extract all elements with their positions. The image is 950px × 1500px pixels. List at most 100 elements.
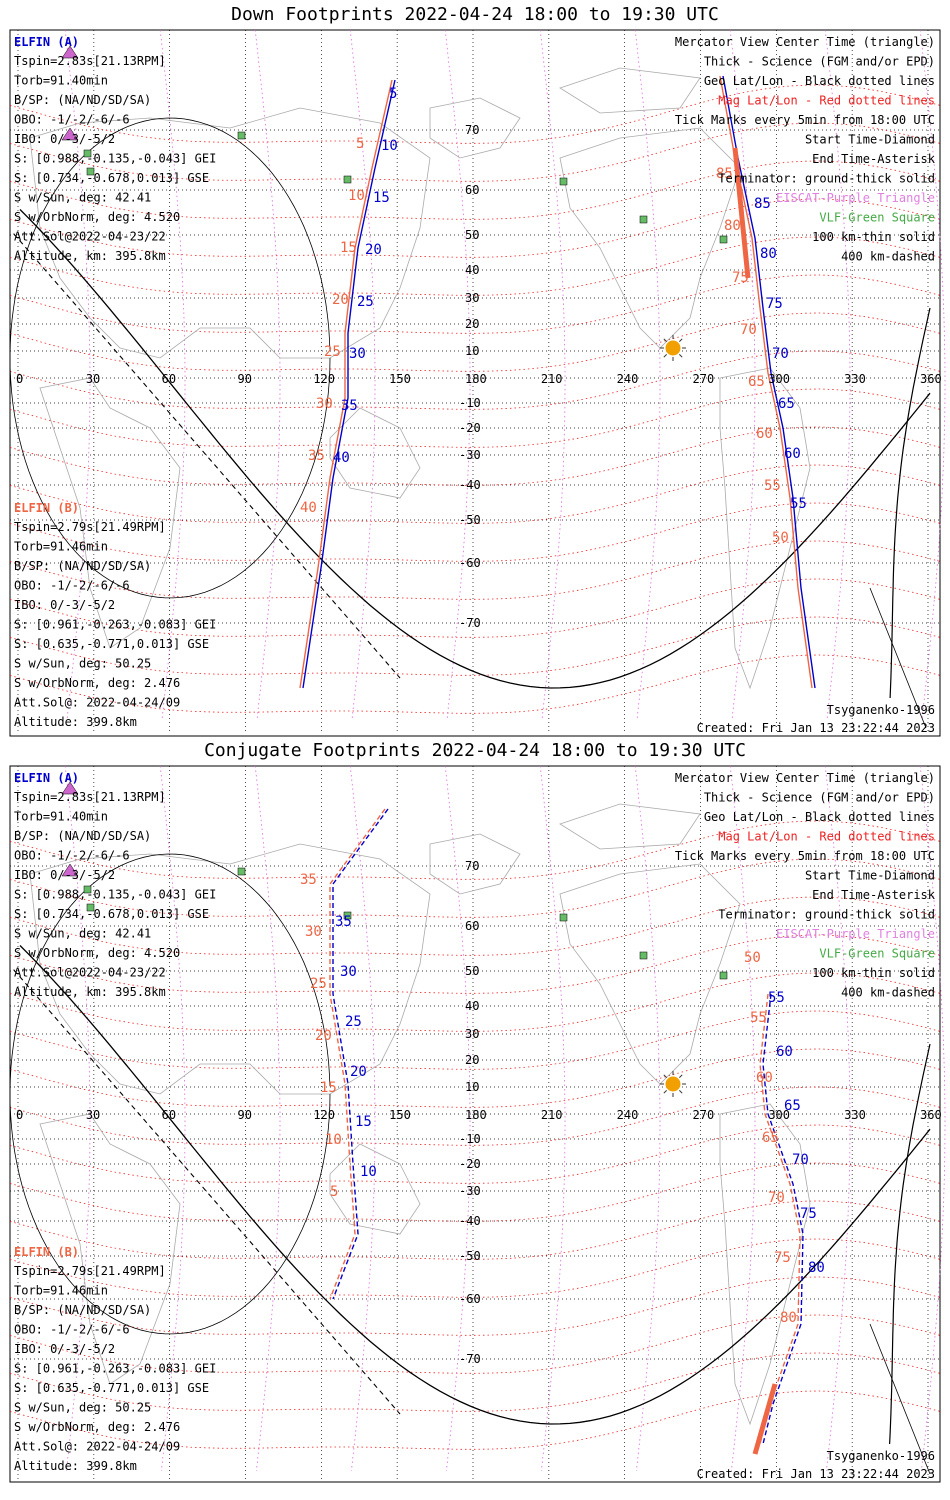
elfin-a-info: S w/OrbNorm, deg: 4.520 <box>14 210 180 224</box>
elfin-a-tick-label-east: 80 <box>808 1260 825 1276</box>
vlf-square <box>719 971 728 980</box>
lon-tick-label: 300 <box>768 372 790 386</box>
legend-item: Start Time-Diamond <box>805 869 935 883</box>
elfin-a-info: S w/OrbNorm, deg: 4.520 <box>14 946 180 960</box>
elfin-a-info: Altitude, km: 395.8km <box>14 985 166 999</box>
lon-tick-label: 120 <box>313 372 335 386</box>
elfin-b-tick-label: 15 <box>320 1080 337 1096</box>
mag-parallel <box>9 972 941 1032</box>
panel-title-down: Down Footprints 2022-04-24 18:00 to 19:3… <box>231 4 719 25</box>
lat-tick-label: -10 <box>459 1132 481 1146</box>
legend-item: Terminator: ground-thick solid <box>718 172 935 186</box>
elfin-b-info: IBO: 0/-3/-5/2 <box>14 598 115 612</box>
elfin-a-tick-label-east: 60 <box>784 446 801 462</box>
created-timestamp: Created: Fri Jan 13 23:22:44 2023 <box>697 721 935 735</box>
elfin-a-tick-label-east: 70 <box>792 1152 809 1168</box>
eiscat-triangle <box>61 127 79 141</box>
mag-parallel <box>9 1010 941 1070</box>
mag-parallel <box>9 1086 941 1146</box>
elfin-b-title: ELFIN (B) <box>14 501 79 515</box>
elfin-a-tick-label-east: 55 <box>790 496 807 512</box>
lon-tick-label: 240 <box>617 1108 639 1122</box>
vlf-square <box>237 131 246 140</box>
sun-ray <box>663 1090 667 1094</box>
legend-item: Geo Lat/Lon - Black dotted lines <box>704 810 935 824</box>
map-panel-conjugate: 3530252015103530252015105556065707580505… <box>9 765 946 1483</box>
terminator-ground <box>19 209 931 689</box>
elfin-b-tick-label: 30 <box>316 396 333 412</box>
elfin-b-info: Altitude: 399.8km <box>14 1459 137 1473</box>
elfin-a-info: Altitude, km: 395.8km <box>14 249 166 263</box>
elfin-b-tick-label: 40 <box>300 500 317 516</box>
lat-tick-label: -10 <box>459 396 481 410</box>
elfin-a-tick-label-east: 60 <box>776 1044 793 1060</box>
science-segment <box>732 147 751 279</box>
elfin-b-info: S: [0.635,-0.771,0.013] GSE <box>14 637 209 651</box>
elfin-a-tick-label: 30 <box>340 964 357 980</box>
vlf-square <box>86 167 95 176</box>
mag-parallel <box>9 1352 941 1412</box>
coastline <box>559 863 741 1085</box>
mag-grid <box>9 765 946 1472</box>
mag-parallel <box>9 1048 941 1108</box>
elfin-b-info: Tspin=2.79s[21.49RPM] <box>14 520 166 534</box>
map-frame <box>9 765 941 1483</box>
eiscat-triangle <box>61 781 79 795</box>
lon-tick-label: 330 <box>844 1108 866 1122</box>
mag-meridian <box>729 29 756 721</box>
legend-item: Terminator: ground-thick solid <box>718 908 935 922</box>
lat-tick-label: -50 <box>459 1249 481 1263</box>
elfin-a-tick-label: 10 <box>381 138 398 154</box>
sun-ray <box>679 1074 683 1078</box>
sun-ray <box>679 338 683 342</box>
elfin-a-info: S: [0.734,-0.678,0.013] GSE <box>14 907 209 921</box>
elfin-a-info: B/SP: (NA/ND/SD/SA) <box>14 829 151 843</box>
elfin-b-tick-label-east: 70 <box>740 322 757 338</box>
mag-parallel <box>9 160 941 220</box>
elfin-a-info: Tspin=2.83s[21.13RPM] <box>14 790 166 804</box>
lat-tick-label: -20 <box>459 421 481 435</box>
elfin-a-tick-label-east: 75 <box>800 1206 817 1222</box>
vlf-square <box>86 903 95 912</box>
lat-tick-label: 70 <box>465 859 479 873</box>
elfin-b-info: S: [0.635,-0.771,0.013] GSE <box>14 1381 209 1395</box>
coastline <box>559 67 701 114</box>
elfin-a-tick-label: 15 <box>355 1114 372 1130</box>
mag-meridian <box>159 29 186 721</box>
elfin-b-info: Att.Sol@: 2022-04-24/09 <box>14 1440 180 1454</box>
legend-item: 100 km-thin solid <box>812 230 935 244</box>
lon-tick-label: 30 <box>86 1108 100 1122</box>
legend-item: End Time-Asterisk <box>812 152 936 166</box>
lat-tick-label: -60 <box>459 1292 481 1306</box>
elfin-a-info: Torb=91.40min <box>14 810 108 824</box>
elfin-b-tick-label: 5 <box>356 136 364 152</box>
lat-tick-label: 30 <box>465 291 479 305</box>
elfin-b-info: OBO: -1/-2/-6/-6 <box>14 579 130 593</box>
mag-parallel <box>9 1124 941 1184</box>
elfin-a-info: Att.Sol@2022-04-23/22 <box>14 966 166 980</box>
elfin-a-tick-label: 5 <box>389 86 397 102</box>
mag-parallel <box>9 122 941 182</box>
mag-meridian <box>919 29 946 721</box>
elfin-b-tick-label-east: 80 <box>780 1310 797 1326</box>
elfin-b-tick-label-east: 60 <box>756 426 773 442</box>
mag-parallel <box>9 274 941 334</box>
elfin-a-info: S w/Sun, deg: 42.41 <box>14 927 151 941</box>
model-label: Tsyganenko-1996 <box>827 703 935 717</box>
footprint-tracks <box>299 75 816 689</box>
mag-grid <box>9 29 946 721</box>
terminator-ground <box>19 945 931 1425</box>
legend-item: Tick Marks every 5min from 18:00 UTC <box>675 849 935 863</box>
lat-tick-label: -40 <box>459 478 481 492</box>
station-markers <box>61 781 728 1097</box>
elfin-b-info: B/SP: (NA/ND/SD/SA) <box>14 1303 151 1317</box>
coastline <box>29 107 431 359</box>
elfin-a-tick-label-east: 75 <box>766 296 783 312</box>
coastlines <box>29 67 811 690</box>
lat-tick-label: 40 <box>465 999 479 1013</box>
elfin-b-info: Tspin=2.79s[21.49RPM] <box>14 1264 166 1278</box>
elfin-a-info: S: [0.734,-0.678,0.013] GSE <box>14 171 209 185</box>
mag-meridian <box>444 765 471 1472</box>
elfin-a-track <box>332 808 389 1300</box>
elfin-b-tick-label: 25 <box>310 976 327 992</box>
